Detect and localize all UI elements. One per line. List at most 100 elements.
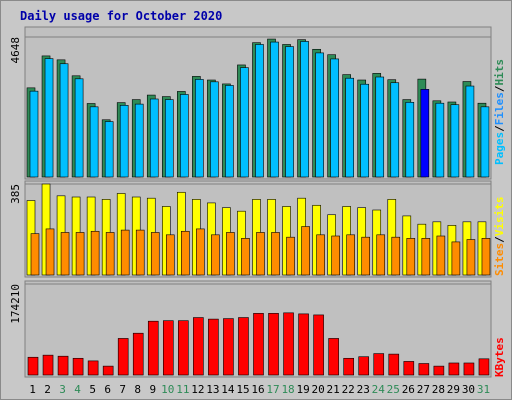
bar-kbytes-16 bbox=[253, 313, 264, 376]
bar-pages-26 bbox=[405, 102, 415, 178]
bar-sites-27 bbox=[421, 238, 431, 276]
bar-sites-8 bbox=[135, 229, 145, 276]
bar-sites-29 bbox=[451, 241, 461, 276]
bar-pages-5 bbox=[89, 106, 99, 178]
bar-sites-21 bbox=[331, 235, 340, 276]
bar-kbytes-23 bbox=[358, 356, 370, 376]
legend-sites: Sites bbox=[493, 243, 506, 276]
bar-sites-6 bbox=[105, 232, 115, 276]
bar-kbytes-18 bbox=[283, 312, 294, 376]
x-tick-label-6: 6 bbox=[104, 383, 111, 396]
bar-pages-19 bbox=[300, 41, 309, 178]
bar-pages-3 bbox=[59, 63, 69, 178]
bar-sites-30 bbox=[466, 239, 476, 276]
x-tick-label-16: 16 bbox=[251, 383, 264, 396]
bar-pages-31 bbox=[480, 106, 490, 178]
bar-kbytes-2 bbox=[42, 354, 54, 376]
bar-pages-11 bbox=[180, 94, 189, 178]
x-tick-label-27: 27 bbox=[417, 383, 430, 396]
legend-hits: Hits bbox=[493, 59, 506, 86]
chart-title: Daily usage for October 2020 bbox=[20, 9, 222, 23]
bar-kbytes-31 bbox=[478, 358, 490, 376]
bar-sites-24 bbox=[376, 234, 386, 276]
x-tick-label-30: 30 bbox=[462, 383, 475, 396]
bar-pages-14 bbox=[225, 85, 234, 178]
x-tick-label-4: 4 bbox=[74, 383, 81, 396]
panel-hits-legend: Pages/Files/Hits bbox=[493, 59, 506, 165]
bar-pages-21 bbox=[330, 58, 339, 178]
bar-sites-12 bbox=[196, 228, 205, 276]
x-tick-label-22: 22 bbox=[342, 383, 355, 396]
bar-kbytes-15 bbox=[238, 317, 249, 376]
bar-kbytes-30 bbox=[463, 362, 475, 376]
x-tick-label-25: 25 bbox=[387, 383, 400, 396]
x-tick-label-21: 21 bbox=[327, 383, 340, 396]
bar-pages-29 bbox=[450, 104, 460, 178]
bar-sites-20 bbox=[316, 234, 325, 276]
bar-kbytes-22 bbox=[343, 357, 354, 376]
bar-sites-28 bbox=[436, 235, 446, 276]
panel-visits-max-label: 385 bbox=[9, 184, 22, 204]
bar-sites-14 bbox=[226, 232, 235, 276]
panel-kbytes-max-label: 174210 bbox=[9, 284, 22, 324]
bar-pages-8 bbox=[134, 103, 144, 178]
bar-kbytes-13 bbox=[208, 318, 219, 376]
bar-sites-5 bbox=[90, 230, 100, 276]
x-tick-label-28: 28 bbox=[432, 383, 445, 396]
bar-pages-15 bbox=[240, 67, 249, 178]
bar-kbytes-20 bbox=[313, 314, 324, 376]
bar-pages-30 bbox=[465, 85, 475, 178]
bar-kbytes-5 bbox=[87, 360, 99, 376]
bar-kbytes-4 bbox=[72, 357, 84, 376]
bar-pages-4 bbox=[74, 78, 84, 178]
bar-pages-6 bbox=[104, 121, 114, 178]
x-tick-label-8: 8 bbox=[134, 383, 141, 396]
bar-sites-22 bbox=[346, 234, 355, 276]
gridlines bbox=[25, 36, 491, 285]
bar-kbytes-11 bbox=[178, 320, 189, 376]
bar-sites-7 bbox=[120, 229, 130, 276]
bar-pages-22 bbox=[345, 77, 354, 178]
bar-kbytes-25 bbox=[388, 353, 400, 376]
x-tick-label-26: 26 bbox=[402, 383, 415, 396]
bar-kbytes-12 bbox=[193, 317, 204, 376]
bar-pages-7 bbox=[119, 105, 129, 178]
bar-sites-2 bbox=[45, 228, 55, 276]
bar-pages-16 bbox=[255, 44, 264, 178]
x-tick-label-9: 9 bbox=[149, 383, 156, 396]
x-tick-label-19: 19 bbox=[296, 383, 309, 396]
bar-kbytes-9 bbox=[147, 320, 159, 376]
bar-kbytes-7 bbox=[117, 338, 129, 376]
x-tick-label-15: 15 bbox=[236, 383, 249, 396]
bar-sites-15 bbox=[241, 238, 250, 276]
bar-pages-27 bbox=[420, 89, 430, 178]
bar-kbytes-21 bbox=[328, 338, 339, 376]
bar-sites-26 bbox=[406, 238, 416, 276]
x-tick-label-18: 18 bbox=[281, 383, 294, 396]
bar-pages-18 bbox=[285, 46, 294, 178]
bar-sites-18 bbox=[286, 236, 295, 276]
bar-pages-2 bbox=[44, 58, 54, 178]
legend-sep-3: / bbox=[493, 236, 506, 243]
x-tick-label-24: 24 bbox=[372, 383, 386, 396]
bar-pages-13 bbox=[210, 81, 219, 178]
bar-sites-17 bbox=[271, 232, 280, 276]
legend-files: Files bbox=[493, 92, 506, 125]
legend-sep-1: / bbox=[493, 125, 506, 132]
bar-sites-10 bbox=[165, 234, 175, 276]
x-tick-label-1: 1 bbox=[29, 383, 36, 396]
bar-kbytes-8 bbox=[132, 332, 144, 376]
bar-pages-17 bbox=[270, 41, 279, 178]
x-tick-label-7: 7 bbox=[119, 383, 126, 396]
x-tick-label-11: 11 bbox=[176, 383, 189, 396]
bar-pages-24 bbox=[375, 76, 385, 178]
bar-kbytes-27 bbox=[418, 363, 430, 376]
bar-kbytes-19 bbox=[298, 313, 309, 376]
x-tick-label-3: 3 bbox=[59, 383, 66, 396]
bar-kbytes-28 bbox=[433, 365, 445, 376]
bar-sites-4 bbox=[75, 232, 85, 276]
x-tick-label-14: 14 bbox=[221, 383, 235, 396]
bar-sites-3 bbox=[60, 232, 70, 276]
bar-sites-11 bbox=[181, 230, 190, 276]
bar-kbytes-1 bbox=[27, 356, 39, 376]
